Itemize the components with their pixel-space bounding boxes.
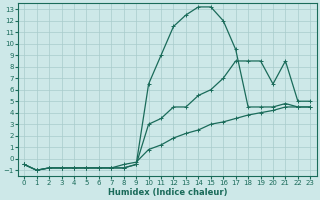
- X-axis label: Humidex (Indice chaleur): Humidex (Indice chaleur): [108, 188, 227, 197]
